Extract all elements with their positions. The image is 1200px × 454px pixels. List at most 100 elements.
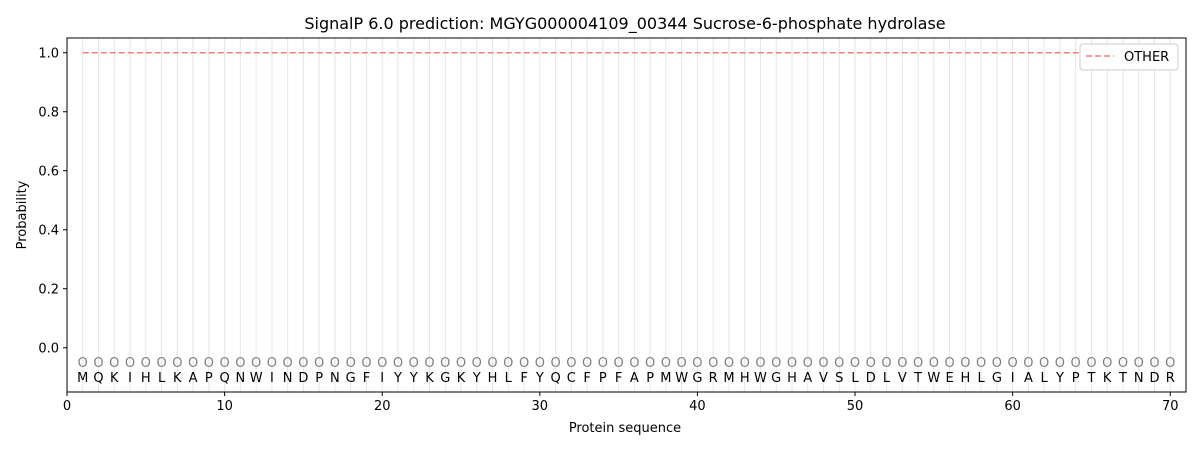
region-label-marker: O <box>1086 356 1096 371</box>
residue-label: N <box>283 371 293 386</box>
residue-label: D <box>1149 371 1159 386</box>
chart-title: SignalP 6.0 prediction: MGYG000004109_00… <box>304 14 945 34</box>
x-tick-label: 20 <box>374 399 391 414</box>
residue-label: W <box>250 371 263 386</box>
region-label-marker: O <box>976 356 986 371</box>
y-tick-label: 0.2 <box>38 282 59 297</box>
region-label-marker: O <box>913 356 923 371</box>
residue-label: F <box>583 371 590 386</box>
residue-label: G <box>692 371 702 386</box>
region-label-marker: O <box>992 356 1002 371</box>
residue-label: P <box>646 371 654 386</box>
region-label-marker: O <box>235 356 245 371</box>
region-label-marker: O <box>582 356 592 371</box>
legend-label-other: OTHER <box>1124 50 1169 65</box>
region-label-marker: O <box>267 356 277 371</box>
region-label-marker: O <box>944 356 954 371</box>
residue-label: L <box>1041 371 1049 386</box>
region-label-marker: O <box>740 356 750 371</box>
residue-label: Y <box>393 371 402 386</box>
region-label-marker: O <box>755 356 765 371</box>
region-label-marker: O <box>787 356 797 371</box>
residue-label: M <box>77 371 88 386</box>
residue-label: F <box>520 371 527 386</box>
x-tick-label: 70 <box>1162 399 1179 414</box>
residue-label: R <box>709 371 718 386</box>
region-label-marker: O <box>393 356 403 371</box>
region-label-marker: O <box>330 356 340 371</box>
residue-label: K <box>173 371 182 386</box>
region-label-marker: O <box>409 356 419 371</box>
residue-label: Y <box>409 371 418 386</box>
region-label-marker: O <box>377 356 387 371</box>
region-label-marker: O <box>897 356 907 371</box>
region-label-marker: O <box>661 356 671 371</box>
residue-label: F <box>363 371 370 386</box>
region-label-marker: O <box>298 356 308 371</box>
residue-label: Q <box>219 371 229 386</box>
residue-label: P <box>1072 371 1080 386</box>
region-label-marker: O <box>109 356 119 371</box>
region-label-marker: O <box>1165 356 1175 371</box>
residue-label: I <box>128 371 132 386</box>
region-label-marker: O <box>929 356 939 371</box>
x-tick-label: 30 <box>532 399 549 414</box>
residue-label: C <box>567 371 576 386</box>
region-label-marker: O <box>1055 356 1065 371</box>
residue-label: Y <box>472 371 481 386</box>
region-label-marker: O <box>960 356 970 371</box>
residue-label: K <box>457 371 466 386</box>
y-axis-label: Probability <box>15 180 30 249</box>
residue-label: G <box>346 371 356 386</box>
residue-label: W <box>754 371 767 386</box>
residue-label: A <box>189 371 198 386</box>
residue-label: H <box>740 371 750 386</box>
residue-label: R <box>1166 371 1175 386</box>
region-label-marker: O <box>346 356 356 371</box>
region-label-marker: O <box>251 356 261 371</box>
residue-label: A <box>630 371 639 386</box>
legend: OTHER <box>1079 43 1179 71</box>
region-label-marker: O <box>472 356 482 371</box>
region-label-marker: O <box>1023 356 1033 371</box>
region-label-marker: O <box>1039 356 1049 371</box>
region-label-marker: O <box>78 356 88 371</box>
region-label-marker: O <box>440 356 450 371</box>
residue-label: A <box>803 371 812 386</box>
region-label-marker: O <box>771 356 781 371</box>
region-label-marker: O <box>141 356 151 371</box>
region-label-marker: O <box>487 356 497 371</box>
residue-label: H <box>141 371 151 386</box>
residue-label: H <box>488 371 498 386</box>
residue-label: L <box>851 371 859 386</box>
residue-label: H <box>960 371 970 386</box>
x-tick-label: 50 <box>847 399 864 414</box>
y-tick-label: 1.0 <box>38 46 59 61</box>
region-label-marker: O <box>692 356 702 371</box>
region-label-marker: O <box>550 356 560 371</box>
residue-label: P <box>205 371 213 386</box>
residue-label: V <box>898 371 907 386</box>
residue-label: N <box>1134 371 1144 386</box>
residue-label: Y <box>535 371 544 386</box>
residue-label: F <box>615 371 622 386</box>
residue-label: T <box>913 371 922 386</box>
residue-label: W <box>675 371 688 386</box>
region-label-marker: O <box>156 356 166 371</box>
region-label-marker: O <box>1134 356 1144 371</box>
residue-label: G <box>992 371 1002 386</box>
region-label-marker: O <box>1102 356 1112 371</box>
region-label-marker: O <box>1008 356 1018 371</box>
region-label-marker: O <box>834 356 844 371</box>
residue-label: I <box>1011 371 1015 386</box>
region-label-marker: O <box>614 356 624 371</box>
region-label-marker: O <box>456 356 466 371</box>
residue-label: K <box>425 371 434 386</box>
residue-label: M <box>723 371 734 386</box>
residue-label: H <box>787 371 797 386</box>
residue-label: T <box>1118 371 1127 386</box>
region-label-marker: O <box>850 356 860 371</box>
residue-label: D <box>866 371 876 386</box>
residue-label: Q <box>93 371 103 386</box>
residue-label: I <box>270 371 274 386</box>
